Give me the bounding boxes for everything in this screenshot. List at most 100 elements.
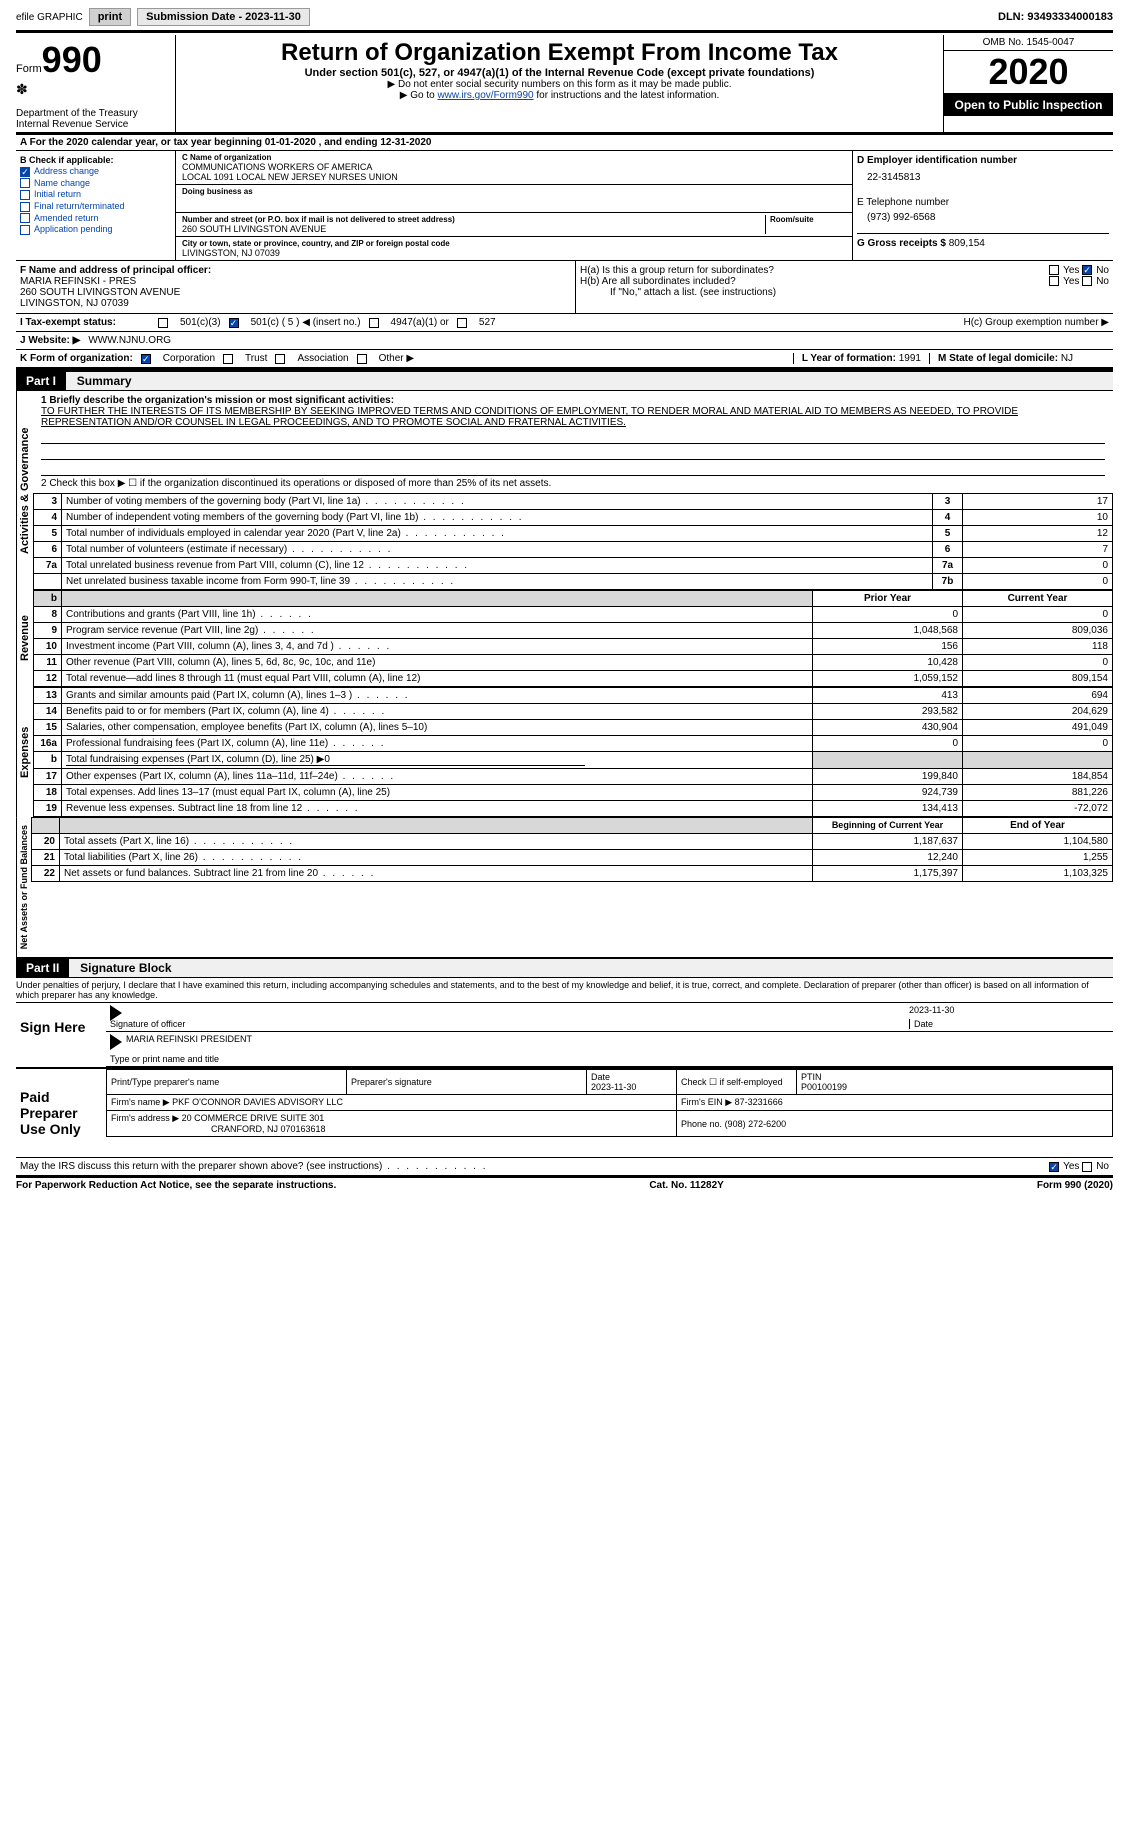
firm-ein: 87-3231666 bbox=[735, 1097, 783, 1107]
topbar: efile GRAPHIC print Submission Date - 20… bbox=[16, 8, 1113, 26]
street-label: Number and street (or P.O. box if mail i… bbox=[182, 215, 761, 224]
org-name-label: C Name of organization bbox=[182, 153, 846, 162]
checkbox-final-return[interactable] bbox=[20, 202, 30, 212]
line-a: A For the 2020 calendar year, or tax yea… bbox=[16, 135, 1113, 151]
checkbox-discuss-no[interactable] bbox=[1082, 1162, 1092, 1172]
checkbox-amended[interactable] bbox=[20, 213, 30, 223]
cat-number: Cat. No. 11282Y bbox=[649, 1180, 723, 1191]
table-row: 15Salaries, other compensation, employee… bbox=[34, 720, 1113, 736]
firm-phone: (908) 272-6200 bbox=[725, 1119, 787, 1129]
table-row: 20Total assets (Part X, line 16)1,187,63… bbox=[32, 834, 1113, 850]
checkbox-address-change[interactable] bbox=[20, 167, 30, 177]
type-name-label: Type or print name and title bbox=[110, 1054, 219, 1064]
checkbox-501c3[interactable] bbox=[158, 318, 168, 328]
dept-label: Department of the Treasury bbox=[16, 108, 169, 119]
section-h: H(a) Is this a group return for subordin… bbox=[576, 261, 1113, 313]
checkbox-discuss-yes[interactable] bbox=[1049, 1162, 1059, 1172]
part1-title: Summary bbox=[69, 374, 132, 388]
checkbox-4947[interactable] bbox=[369, 318, 379, 328]
part1-header: Part I bbox=[16, 372, 66, 390]
table-row: 4Number of independent voting members of… bbox=[34, 510, 1113, 526]
ptin-value: P00100199 bbox=[801, 1082, 847, 1092]
ein-value: 22-3145813 bbox=[867, 172, 1109, 183]
checkbox-hb-yes[interactable] bbox=[1049, 276, 1059, 286]
table-row: 19Revenue less expenses. Subtract line 1… bbox=[34, 801, 1113, 817]
table-row: 5Total number of individuals employed in… bbox=[34, 526, 1113, 542]
instr2-pre: Go to bbox=[410, 90, 437, 101]
form-header: Form990 ✽ Department of the Treasury Int… bbox=[16, 35, 1113, 135]
year-formation: 1991 bbox=[899, 353, 921, 364]
firm-addr1: 20 COMMERCE DRIVE SUITE 301 bbox=[182, 1113, 325, 1123]
officer-street: 260 SOUTH LIVINGSTON AVENUE bbox=[20, 287, 571, 298]
section-c: C Name of organization COMMUNICATIONS WO… bbox=[176, 151, 853, 260]
hc-label: H(c) Group exemption number ▶ bbox=[963, 317, 1109, 328]
city-label: City or town, state or province, country… bbox=[182, 239, 846, 248]
table-row: 14Benefits paid to or for members (Part … bbox=[34, 704, 1113, 720]
phone-label: E Telephone number bbox=[857, 197, 1109, 208]
checkbox-initial-return[interactable] bbox=[20, 190, 30, 200]
section-b: B Check if applicable: Address change Na… bbox=[16, 151, 176, 260]
firm-name: PKF O'CONNOR DAVIES ADVISORY LLC bbox=[172, 1097, 343, 1107]
table-row: Net unrelated business taxable income fr… bbox=[34, 574, 1113, 590]
phone-value: (973) 992-6568 bbox=[867, 212, 1109, 223]
checkbox-assoc[interactable] bbox=[275, 354, 285, 364]
sig-officer-label: Signature of officer bbox=[110, 1019, 909, 1029]
officer-label: F Name and address of principal officer: bbox=[20, 265, 571, 276]
mission-text: TO FURTHER THE INTERESTS OF ITS MEMBERSH… bbox=[41, 406, 1105, 428]
ha-label: H(a) Is this a group return for subordin… bbox=[580, 265, 774, 276]
omb-number: OMB No. 1545-0047 bbox=[944, 35, 1113, 51]
print-button[interactable]: print bbox=[89, 8, 131, 26]
checkbox-trust[interactable] bbox=[223, 354, 233, 364]
gross-value: 809,154 bbox=[949, 238, 985, 249]
tab-revenue: Revenue bbox=[16, 590, 33, 687]
officer-name-value: MARIA REFINSKI PRESIDENT bbox=[126, 1034, 252, 1050]
hb-label: H(b) Are all subordinates included? bbox=[580, 276, 736, 287]
pra-notice: For Paperwork Reduction Act Notice, see … bbox=[16, 1180, 336, 1191]
table-row: 17Other expenses (Part IX, column (A), l… bbox=[34, 769, 1113, 785]
date-label: Date bbox=[909, 1019, 1109, 1029]
table-row: 11Other revenue (Part VIII, column (A), … bbox=[34, 655, 1113, 671]
arrow-icon bbox=[110, 1034, 122, 1050]
sig-date-value: 2023-11-30 bbox=[909, 1005, 1109, 1015]
officer-city: LIVINGSTON, NJ 07039 bbox=[20, 298, 571, 309]
checkbox-ha-no[interactable] bbox=[1082, 265, 1092, 275]
revenue-table: bPrior YearCurrent Year 8Contributions a… bbox=[33, 590, 1113, 687]
checkbox-ha-yes[interactable] bbox=[1049, 265, 1059, 275]
city-value: LIVINGSTON, NJ 07039 bbox=[182, 248, 846, 258]
checkbox-527[interactable] bbox=[457, 318, 467, 328]
preparer-table: Print/Type preparer's name Preparer's si… bbox=[106, 1069, 1113, 1137]
table-row: 7aTotal unrelated business revenue from … bbox=[34, 558, 1113, 574]
part2-title: Signature Block bbox=[72, 961, 171, 975]
section-d: D Employer identification number 22-3145… bbox=[853, 151, 1113, 260]
penalties-text: Under penalties of perjury, I declare th… bbox=[16, 978, 1113, 1003]
discuss-label: May the IRS discuss this return with the… bbox=[20, 1161, 488, 1172]
instr2-post: for instructions and the latest informat… bbox=[534, 90, 720, 101]
tab-activities: Activities & Governance bbox=[16, 391, 33, 590]
org-name-2: LOCAL 1091 LOCAL NEW JERSEY NURSES UNION bbox=[182, 172, 846, 182]
checkbox-501c[interactable] bbox=[229, 318, 239, 328]
table-row: 18Total expenses. Add lines 13–17 (must … bbox=[34, 785, 1113, 801]
irs-link[interactable]: www.irs.gov/Form990 bbox=[437, 90, 533, 101]
org-form-label: K Form of organization: bbox=[20, 353, 133, 364]
sign-here-label: Sign Here bbox=[16, 1003, 106, 1067]
checkbox-application-pending[interactable] bbox=[20, 225, 30, 235]
form-word: Form bbox=[16, 63, 42, 75]
state-domicile: NJ bbox=[1061, 353, 1073, 364]
dln-label: DLN: 93493334000183 bbox=[998, 11, 1113, 23]
gross-label: G Gross receipts $ bbox=[857, 238, 946, 249]
table-row: 9Program service revenue (Part VIII, lin… bbox=[34, 623, 1113, 639]
checkbox-name-change[interactable] bbox=[20, 178, 30, 188]
table-row: 22Net assets or fund balances. Subtract … bbox=[32, 866, 1113, 882]
tab-expenses: Expenses bbox=[16, 687, 33, 817]
line1-label: 1 Briefly describe the organization's mi… bbox=[41, 395, 1105, 406]
submission-date-label: Submission Date - 2023-11-30 bbox=[137, 8, 310, 26]
ein-label: D Employer identification number bbox=[857, 155, 1109, 166]
checkbox-corp[interactable] bbox=[141, 354, 151, 364]
checkbox-other[interactable] bbox=[357, 354, 367, 364]
table-row: 8Contributions and grants (Part VIII, li… bbox=[34, 607, 1113, 623]
hb-note: If "No," attach a list. (see instruction… bbox=[580, 287, 1109, 298]
self-employed-check: Check ☐ if self-employed bbox=[677, 1070, 797, 1095]
org-name-1: COMMUNICATIONS WORKERS OF AMERICA bbox=[182, 162, 846, 172]
efile-label: efile GRAPHIC bbox=[16, 12, 83, 23]
checkbox-hb-no[interactable] bbox=[1082, 276, 1092, 286]
